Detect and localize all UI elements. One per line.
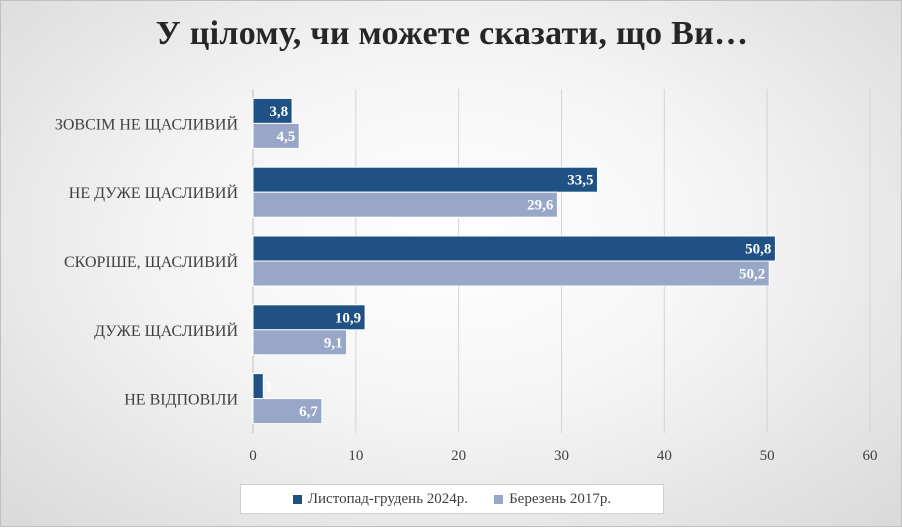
legend-item-2024: Листопад-грудень 2024р. <box>292 490 469 508</box>
category-label-3: ДУЖЕ ЩАСЛИВИЙ <box>94 321 238 340</box>
bar-s0-c0 <box>252 97 293 124</box>
bar-s1-c2 <box>252 260 770 287</box>
data-label-s0-c3: 10,9 <box>335 310 361 326</box>
category-label-0: ЗОВСІМ НЕ ЩАСЛИВИЙ <box>55 114 239 133</box>
bar-s1-c0 <box>252 122 300 149</box>
legend-item-2017: Березень 2017р. <box>494 491 611 508</box>
bar-s0-c2 <box>252 235 776 262</box>
data-label-s0-c4: 1 <box>265 379 273 395</box>
legend-label-2024: Листопад-грудень 2024р. <box>307 490 469 507</box>
x-tick-label-60: 60 <box>863 448 878 464</box>
category-label-2: СКОРІШЕ, ЩАСЛИВИЙ <box>64 252 238 271</box>
chart-title: У цілому, чи можете сказати, що Ви… <box>155 15 749 52</box>
x-tick-label-0: 0 <box>249 448 257 464</box>
legend: Листопад-грудень 2024р. Березень 2017р. <box>240 484 664 514</box>
data-label-s1-c0: 4,5 <box>277 129 296 145</box>
data-label-s0-c0: 3,8 <box>269 104 288 120</box>
bar-s1-c3 <box>252 329 348 356</box>
x-tick-label-10: 10 <box>348 448 363 464</box>
data-label-s0-c1: 33,5 <box>567 173 593 189</box>
bar-s0-c1 <box>252 166 598 193</box>
data-label-s1-c3: 9,1 <box>324 335 343 351</box>
x-tick-label-50: 50 <box>760 448 775 464</box>
bar-s0-c4 <box>252 373 264 400</box>
x-tick-label-30: 30 <box>554 448 569 464</box>
legend-swatch-2017 <box>494 494 504 504</box>
data-label-s0-c2: 50,8 <box>745 242 771 258</box>
bar-s1-c4 <box>252 398 323 425</box>
legend-label-2017: Березень 2017р. <box>509 490 612 507</box>
bar-s0-c3 <box>252 304 366 331</box>
legend-swatch-2024 <box>292 494 302 504</box>
x-tick-label-40: 40 <box>657 448 672 464</box>
category-label-1: НЕ ДУЖЕ ЩАСЛИВИЙ <box>69 183 239 202</box>
data-label-s1-c4: 6,7 <box>299 404 318 420</box>
category-label-4: НЕ ВІДПОВІЛИ <box>124 392 238 409</box>
bar-s1-c1 <box>252 191 558 218</box>
data-label-s1-c2: 50,2 <box>739 267 765 283</box>
x-tick-label-20: 20 <box>451 448 466 464</box>
data-label-s1-c1: 29,6 <box>527 198 554 214</box>
